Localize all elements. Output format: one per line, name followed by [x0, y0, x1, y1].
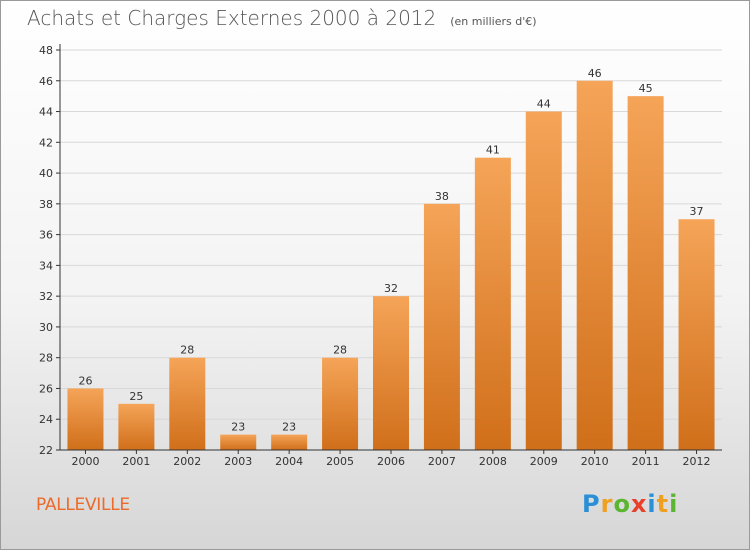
y-tick-label: 46	[39, 75, 53, 88]
y-tick-label: 48	[39, 44, 53, 57]
chart-unit-note: (en milliers d'€)	[450, 15, 537, 28]
x-tick-label: 2003	[224, 455, 252, 468]
bar	[423, 203, 460, 450]
y-tick-label: 42	[39, 136, 53, 149]
bar	[474, 157, 511, 450]
logo-letter: i	[669, 490, 679, 518]
x-tick-label: 2011	[632, 455, 660, 468]
x-tick-label: 2005	[326, 455, 354, 468]
y-tick-label: 26	[39, 382, 53, 395]
y-tick-label: 28	[39, 352, 53, 365]
bar	[627, 96, 664, 451]
x-tick-label: 2007	[428, 455, 456, 468]
bars	[67, 80, 715, 451]
bar-value-label: 26	[78, 374, 92, 387]
bar	[322, 357, 359, 450]
y-tick-label: 38	[39, 198, 53, 211]
logo-letter: i	[647, 490, 657, 518]
bar-value-label: 37	[690, 205, 704, 218]
bar-value-label: 32	[384, 282, 398, 295]
commune-name: PALLEVILLE	[36, 495, 130, 515]
chart-title-main: Achats et Charges Externes 2000 à 2012	[27, 6, 437, 30]
y-tick-label: 36	[39, 229, 53, 242]
x-tick-label: 2008	[479, 455, 507, 468]
bar	[576, 80, 613, 451]
logo-letter: t	[656, 490, 670, 518]
bar	[678, 219, 715, 450]
bar	[373, 296, 409, 450]
y-tick-label: 34	[39, 259, 53, 272]
x-tick-label: 2009	[530, 455, 558, 468]
logo-letter: r	[600, 490, 614, 518]
bar-value-label: 46	[588, 67, 602, 80]
labels: 22 24 26 28 30 32 34 36 38 40 42 44 46 48 26 2000 25 2001…	[39, 44, 711, 468]
x-tick-label: 2002	[173, 455, 201, 468]
bar-value-label: 41	[486, 144, 500, 157]
bar-value-label: 44	[537, 98, 551, 111]
bar	[118, 403, 155, 450]
proxiti-logo[interactable]: Proxiti	[582, 490, 678, 518]
bar	[271, 434, 308, 450]
x-tick-label: 2004	[275, 455, 303, 468]
logo-letter: P	[582, 490, 601, 518]
logo-letter: x	[630, 490, 648, 518]
x-tick-label: 2010	[581, 455, 609, 468]
bar-value-label: 38	[435, 190, 449, 203]
x-tick-label: 2012	[683, 455, 711, 468]
bar	[169, 357, 206, 450]
bar	[220, 434, 257, 450]
x-tick-label: 2001	[122, 455, 150, 468]
bar-value-label: 45	[639, 82, 653, 95]
y-tick-label: 24	[39, 413, 53, 426]
bar-value-label: 23	[231, 421, 245, 434]
chart-title: Achats et Charges Externes 2000 à 2012 (e…	[27, 6, 537, 30]
y-tick-label: 22	[39, 444, 53, 457]
y-tick-label: 32	[39, 290, 53, 303]
y-tick-label: 30	[39, 321, 53, 334]
bar	[67, 388, 104, 450]
bar-value-label: 23	[282, 421, 296, 434]
axes	[56, 44, 722, 454]
x-tick-label: 2000	[71, 455, 99, 468]
bar-value-label: 28	[333, 344, 347, 357]
y-tick-label: 44	[39, 106, 53, 119]
y-tick-label: 40	[39, 167, 53, 180]
logo-letter: o	[613, 490, 631, 518]
bar-value-label: 28	[180, 344, 194, 357]
bar-value-label: 25	[129, 390, 143, 403]
x-tick-label: 2006	[377, 455, 405, 468]
bar	[525, 111, 562, 451]
